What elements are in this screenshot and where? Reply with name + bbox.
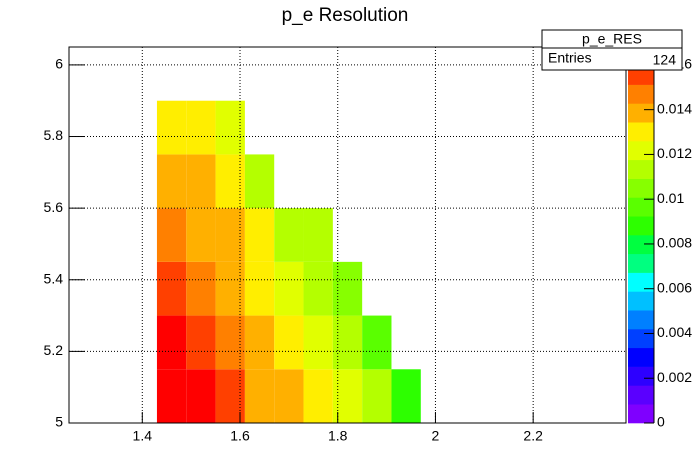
z-tick-label: 0.002 bbox=[657, 369, 692, 385]
heat-cell bbox=[215, 100, 245, 155]
x-tick-label: 2 bbox=[432, 428, 440, 444]
heat-cell bbox=[186, 100, 216, 155]
palette-band bbox=[628, 103, 654, 123]
palette-band bbox=[628, 291, 654, 311]
palette-band bbox=[628, 272, 654, 292]
z-tick-label: 0.014 bbox=[657, 100, 692, 116]
y-tick-label: 5.6 bbox=[44, 199, 64, 215]
y-tick-label: 5 bbox=[55, 414, 63, 430]
stats-entries-label: Entries bbox=[548, 50, 592, 66]
heat-cell bbox=[186, 369, 216, 423]
palette-band bbox=[628, 141, 654, 161]
z-tick-label: 0.01 bbox=[657, 190, 684, 206]
palette-band bbox=[628, 122, 654, 142]
heat-cell bbox=[156, 154, 187, 209]
stats-entries: 124 bbox=[653, 52, 677, 68]
y-tick-label: 5.8 bbox=[44, 127, 64, 143]
palette-band bbox=[628, 366, 654, 386]
z-tick-label: 0.006 bbox=[657, 279, 692, 295]
heat-cell bbox=[156, 208, 187, 262]
palette-band bbox=[628, 216, 654, 236]
heat-cell bbox=[244, 154, 275, 209]
heat-cell bbox=[156, 369, 187, 423]
palette-band bbox=[628, 159, 654, 179]
palette-band bbox=[628, 65, 654, 85]
palette-band bbox=[628, 235, 654, 255]
x-tick-label: 1.4 bbox=[133, 428, 153, 444]
heat-cell bbox=[156, 100, 187, 155]
heat-cell bbox=[156, 315, 187, 370]
x-tick-label: 1.6 bbox=[230, 428, 250, 444]
z-tick-label: 0.008 bbox=[657, 235, 692, 251]
heat-cell bbox=[362, 315, 392, 370]
z-tick-label: 0 bbox=[657, 414, 665, 430]
x-tick-label: 1.8 bbox=[328, 428, 348, 444]
stats-box bbox=[541, 29, 683, 71]
heat-cell bbox=[274, 315, 304, 370]
heat-cell bbox=[303, 315, 333, 370]
heat-cell bbox=[186, 315, 216, 370]
heat-cell bbox=[244, 315, 275, 370]
heat-cell bbox=[274, 261, 304, 316]
palette-band bbox=[628, 385, 654, 405]
z-tick-label: 0.004 bbox=[657, 324, 692, 340]
heat-cell bbox=[362, 369, 392, 423]
heat-cell bbox=[215, 154, 245, 209]
heat-cell bbox=[186, 154, 216, 209]
chart-title: p_e Resolution bbox=[282, 5, 409, 26]
heat-cell bbox=[215, 315, 245, 370]
y-tick-label: 6 bbox=[55, 56, 63, 72]
palette-band bbox=[628, 404, 654, 424]
palette-band bbox=[628, 178, 654, 198]
heat-cell bbox=[186, 208, 216, 262]
heat-cell bbox=[215, 261, 245, 316]
heat-cell bbox=[244, 261, 275, 316]
heat-cell bbox=[391, 369, 421, 423]
palette-band bbox=[628, 347, 654, 367]
heat-cell bbox=[303, 261, 333, 316]
palette-band bbox=[628, 84, 654, 104]
palette-band bbox=[628, 310, 654, 330]
plot-frame bbox=[68, 46, 627, 424]
heat-cell bbox=[332, 261, 363, 316]
palette-band bbox=[628, 329, 654, 349]
x-tick-label: 2.2 bbox=[523, 428, 543, 444]
heat-cell bbox=[303, 208, 333, 262]
heat-cell bbox=[274, 208, 304, 262]
heat-cell bbox=[332, 315, 363, 370]
heat-cell bbox=[244, 208, 275, 262]
stats-name: p_e_RES bbox=[582, 31, 642, 47]
y-tick-label: 5.4 bbox=[44, 270, 64, 286]
y-tick-label: 5.2 bbox=[44, 342, 64, 358]
heat-cell bbox=[303, 369, 333, 423]
heat-cell bbox=[244, 369, 275, 423]
heat-cell bbox=[186, 261, 216, 316]
palette-band bbox=[628, 253, 654, 273]
heat-cell bbox=[274, 369, 304, 423]
heat-cell bbox=[215, 208, 245, 262]
z-tick-label: 0.012 bbox=[657, 145, 692, 161]
heat-cell bbox=[156, 261, 187, 316]
palette-band bbox=[628, 197, 654, 217]
